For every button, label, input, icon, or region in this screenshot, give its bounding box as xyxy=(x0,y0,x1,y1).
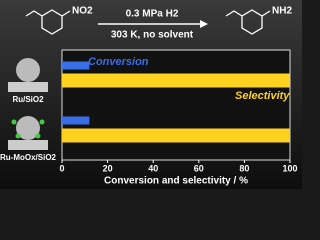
product-group: NH2 xyxy=(272,6,292,17)
x-tick-label: 60 xyxy=(194,163,204,173)
condition: 0.3 MPa H2 xyxy=(126,9,179,20)
x-tick-label: 0 xyxy=(59,163,64,173)
x-tick-label: 20 xyxy=(103,163,113,173)
category-label: Ru/SiO2 xyxy=(12,95,44,104)
annotation: Conversion xyxy=(88,56,149,68)
category-label: Ru-MoOx/SiO2 xyxy=(0,153,57,162)
bar xyxy=(62,128,290,143)
x-tick-label: 80 xyxy=(239,163,249,173)
product-structure xyxy=(225,9,271,35)
condition: 303 K, no solvent xyxy=(111,30,194,41)
catalyst-icon xyxy=(8,58,48,150)
bar xyxy=(62,61,90,70)
bar xyxy=(62,116,90,125)
bar xyxy=(62,73,290,88)
chart: NO2 0.3 MPa H2 303 K, no solvent NH2 0 20… xyxy=(0,0,302,189)
x-tick-label: 100 xyxy=(282,163,297,173)
reactant-group: NO2 xyxy=(72,6,93,17)
reactant-structure xyxy=(25,9,71,35)
x-axis-label: Conversion and selectivity / % xyxy=(104,176,248,187)
annotation: Selectivity xyxy=(235,90,290,102)
arrow-head xyxy=(200,20,208,28)
x-tick-label: 40 xyxy=(148,163,158,173)
